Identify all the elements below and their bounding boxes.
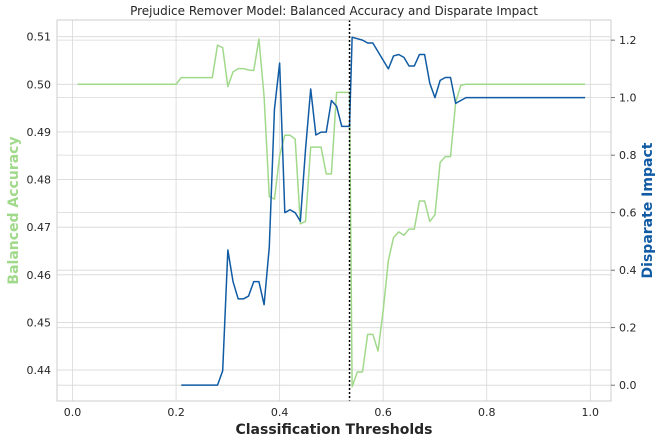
disparate-impact-line (181, 36, 586, 386)
y-left-tick-label: 0.51 (27, 31, 52, 44)
plot-background (57, 20, 611, 401)
data-layer (77, 36, 586, 388)
y-left-tick-label: 0.50 (27, 78, 52, 91)
x-tick-label: 0.2 (167, 406, 185, 419)
balanced-accuracy-line (77, 38, 586, 388)
y-right-tick-label: 0.8 (619, 149, 637, 162)
y-right-tick-label: 0.6 (619, 207, 637, 220)
x-tick-label: 0.8 (478, 406, 496, 419)
y-left-tick-label: 0.45 (27, 316, 52, 329)
y-right-tick-label: 0.0 (619, 379, 637, 392)
y-left-tick-label: 0.49 (27, 126, 52, 139)
x-tick-label: 0.4 (271, 406, 289, 419)
y-right-tick-label: 0.4 (619, 264, 637, 277)
y-left-tick-label: 0.47 (27, 221, 52, 234)
y-right-axis-label: Disparate Impact (640, 142, 656, 278)
y-right-tick-label: 1.2 (619, 34, 637, 47)
y-left-tick-label: 0.46 (27, 269, 52, 282)
x-axis-label: Classification Thresholds (235, 422, 432, 438)
tick-layer: 0.0 0.2 0.4 0.6 0.8 1.0 0.44 0.45 0.46 0.47 0.48 0.… (27, 31, 637, 419)
y-left-axis-label: Balanced Accuracy (6, 136, 22, 284)
x-tick-label: 0.0 (64, 406, 82, 419)
x-tick-label: 1.0 (582, 406, 600, 419)
y-right-tick-label: 0.2 (619, 322, 637, 335)
y-left-tick-label: 0.48 (27, 174, 52, 187)
x-tick-label: 0.6 (374, 406, 392, 419)
plot-frame (56, 19, 612, 402)
spine-layer (56, 19, 612, 402)
y-right-tick-label: 1.0 (619, 92, 637, 105)
chart-title: Prejudice Remover Model: Balanced Accura… (130, 4, 538, 18)
y-left-tick-label: 0.44 (27, 364, 52, 377)
